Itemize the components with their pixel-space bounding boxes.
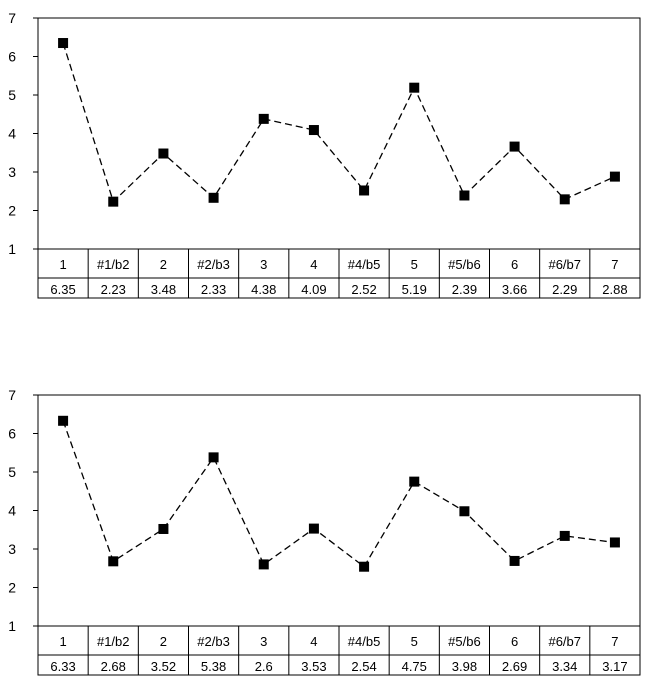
value-label: 6.33 [50,659,75,674]
series-line [62,42,616,203]
data-point-marker [609,171,620,182]
value-label: 2.23 [101,282,126,297]
category-label: 5 [411,257,418,272]
data-point-marker [58,415,69,426]
data-point-marker [359,185,370,196]
category-label: #1/b2 [97,634,130,649]
y-tick-label: 2 [8,580,16,596]
category-label: #2/b3 [197,634,230,649]
category-label: #5/b6 [448,634,481,649]
category-label: #6/b7 [548,634,581,649]
category-label: 7 [611,257,618,272]
value-label: 4.75 [402,659,427,674]
value-label: 2.33 [201,282,226,297]
y-tick-label: 7 [8,10,16,26]
data-point-marker [158,523,169,534]
data-point-marker [559,530,570,541]
value-label: 2.69 [502,659,527,674]
data-point-marker [459,190,470,201]
series-line [62,420,615,568]
data-point-marker [409,82,420,93]
category-label: 1 [59,634,66,649]
data-point-marker [308,523,319,534]
y-tick-label: 5 [8,464,16,480]
value-label: 4.09 [301,282,326,297]
value-label: 2.6 [255,659,273,674]
value-label: 2.54 [351,659,376,674]
data-point-marker [108,556,119,567]
value-label: 2.29 [552,282,577,297]
value-label: 3.48 [151,282,176,297]
value-label: 5.38 [201,659,226,674]
category-label: #6/b7 [548,257,581,272]
category-label: 1 [59,257,66,272]
value-label: 3.66 [502,282,527,297]
y-tick-label: 1 [8,618,16,634]
plot-frame [37,394,641,627]
y-tick-label: 3 [8,541,16,557]
category-label: 3 [260,257,267,272]
data-point-marker [509,141,520,152]
category-label: 4 [310,257,317,272]
value-label: 2.88 [602,282,627,297]
category-label: #4/b5 [348,634,381,649]
y-tick-label: 5 [8,87,16,103]
data-point-marker [509,555,520,566]
y-tick-label: 4 [8,503,16,519]
y-tick-label: 6 [8,426,16,442]
value-label: 3.98 [452,659,477,674]
data-point-marker [609,537,620,548]
data-point-marker [58,38,69,49]
value-label: 3.52 [151,659,176,674]
value-label: 2.39 [452,282,477,297]
value-label: 3.17 [602,659,627,674]
chart-1: 1 2 3 4 5 6 7 1 #1/b2 2 #2/b3 3 4 #4/b5 5 #5/b6 6 #6/b7 7 6… [8,10,641,299]
value-label: 2.68 [101,659,126,674]
data-point-marker [108,196,119,207]
category-label: 2 [160,634,167,649]
category-label: 5 [411,634,418,649]
chart-2: 1 2 3 4 5 6 7 1 #1/b2 2 #2/b3 3 4 #4/b5 5 #5/b6 6 #6/b7 7 6… [8,387,641,676]
y-tick-label: 4 [8,126,16,142]
category-label: 7 [611,634,618,649]
data-point-marker [258,559,269,570]
data-point-marker [208,452,219,463]
data-point-marker [258,113,269,124]
category-label: #2/b3 [197,257,230,272]
data-point-marker [308,125,319,136]
data-point-marker [208,192,219,203]
y-tick-label: 3 [8,164,16,180]
data-point-marker [359,561,370,572]
y-tick-label: 6 [8,49,16,65]
y-tick-label: 1 [8,241,16,257]
plot-frame [37,17,641,250]
category-label: 4 [310,634,317,649]
data-point-marker [409,476,420,487]
value-label: 3.34 [552,659,577,674]
data-point-marker [559,194,570,205]
category-label: #1/b2 [97,257,130,272]
value-label: 6.35 [50,282,75,297]
y-tick-label: 2 [8,203,16,219]
value-label: 3.53 [301,659,326,674]
data-point-marker [459,506,470,517]
category-label: 3 [260,634,267,649]
category-label: #4/b5 [348,257,381,272]
value-label: 2.52 [351,282,376,297]
category-label: #5/b6 [448,257,481,272]
category-label: 2 [160,257,167,272]
category-label: 6 [511,634,518,649]
y-tick-label: 7 [8,387,16,403]
value-label: 4.38 [251,282,276,297]
category-label: 6 [511,257,518,272]
value-label: 5.19 [402,282,427,297]
data-point-marker [158,148,169,159]
